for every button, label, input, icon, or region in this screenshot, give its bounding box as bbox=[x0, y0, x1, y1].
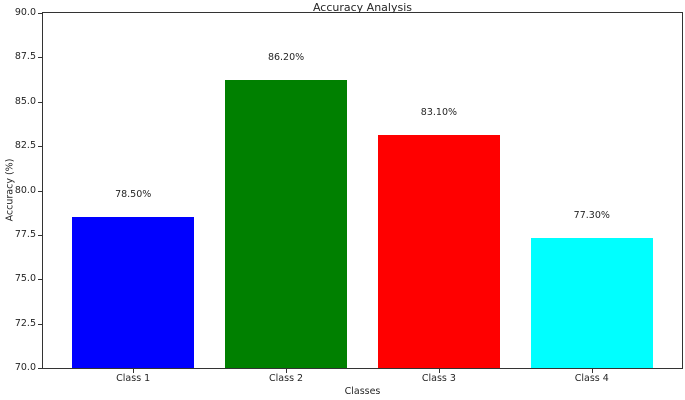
x-tick-mark bbox=[438, 369, 440, 373]
bar bbox=[530, 238, 653, 368]
x-tick-label: Class 3 bbox=[421, 373, 456, 384]
bar-value-label: 77.30% bbox=[573, 210, 610, 222]
bar-value-label: 78.50% bbox=[115, 189, 152, 201]
y-tick-label: 82.5 bbox=[14, 140, 36, 152]
y-tick-mark bbox=[38, 234, 42, 236]
bar bbox=[224, 80, 348, 368]
y-tick-label: 80.0 bbox=[14, 184, 36, 196]
x-tick-label: Class 2 bbox=[269, 373, 304, 384]
y-tick-mark bbox=[38, 13, 42, 14]
bar bbox=[72, 217, 195, 368]
x-tick-mark bbox=[133, 369, 135, 373]
y-tick-mark bbox=[38, 368, 42, 369]
y-tick-label: 90.0 bbox=[14, 7, 36, 18]
y-tick-mark bbox=[38, 279, 42, 281]
y-tick-mark bbox=[38, 190, 42, 192]
bar bbox=[377, 135, 501, 368]
y-tick-mark bbox=[38, 146, 42, 148]
x-tick-mark bbox=[591, 369, 593, 373]
y-tick-label: 85.0 bbox=[14, 95, 36, 107]
plot-area bbox=[42, 12, 683, 369]
y-tick-mark bbox=[38, 101, 42, 103]
y-tick-label: 77.5 bbox=[14, 228, 36, 240]
x-tick-label: Class 1 bbox=[116, 373, 151, 384]
x-axis-label: Classes bbox=[344, 386, 381, 397]
y-tick-mark bbox=[38, 323, 42, 325]
y-tick-mark bbox=[38, 57, 42, 59]
y-tick-label: 70.0 bbox=[14, 362, 36, 373]
y-tick-label: 75.0 bbox=[14, 273, 36, 285]
y-tick-label: 87.5 bbox=[14, 51, 36, 63]
bar-value-label: 86.20% bbox=[267, 52, 305, 64]
chart-title: Accuracy Analysis bbox=[312, 1, 413, 14]
bar-value-label: 83.10% bbox=[420, 107, 458, 119]
x-tick-label: Class 4 bbox=[574, 373, 609, 384]
y-tick-label: 72.5 bbox=[14, 317, 36, 329]
x-tick-mark bbox=[286, 369, 288, 373]
